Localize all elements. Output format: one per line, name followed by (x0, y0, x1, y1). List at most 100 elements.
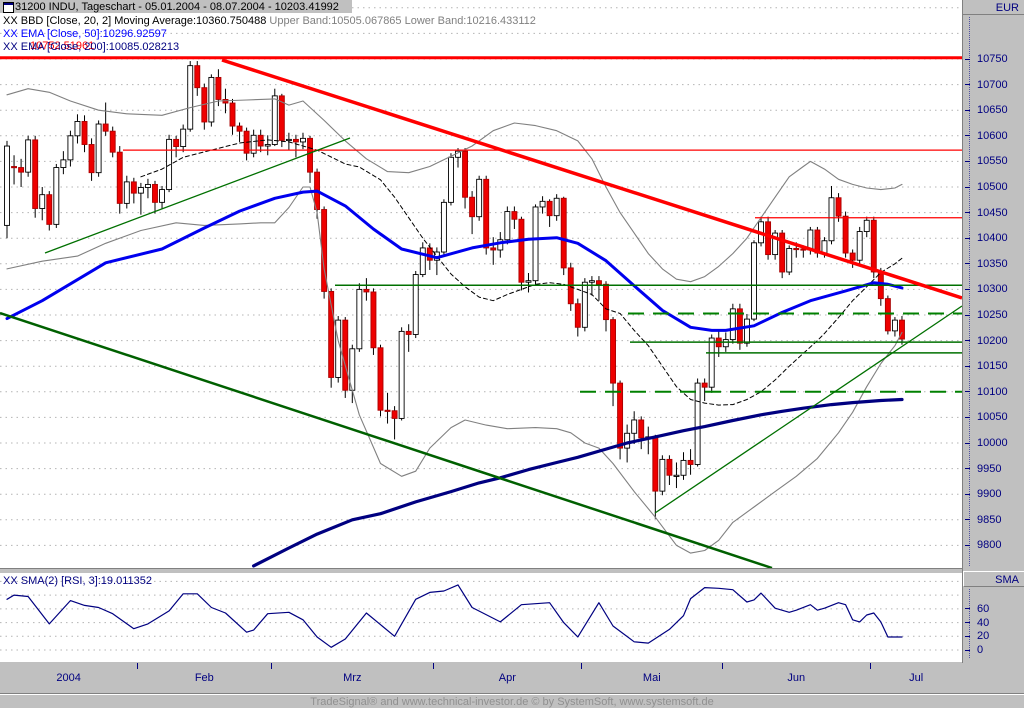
candle-up[interactable] (476, 178, 483, 218)
trendline-green-downtrend[interactable] (0, 311, 773, 568)
candle-down[interactable] (370, 291, 377, 349)
candle-up[interactable] (412, 274, 419, 335)
candle-down[interactable] (899, 319, 905, 340)
candle-up[interactable] (285, 138, 292, 142)
candle-down[interactable] (11, 166, 17, 169)
candle-up[interactable] (208, 76, 215, 123)
candle-up[interactable] (250, 134, 257, 154)
candle-up[interactable] (264, 144, 271, 147)
candle-down[interactable] (109, 130, 116, 153)
candle-up[interactable] (144, 183, 151, 188)
ema200-indicator-label[interactable]: XX EMA [Close, 200]:10085.028213 (3, 41, 180, 53)
candle-down[interactable] (779, 232, 786, 273)
candle-up[interactable] (166, 138, 173, 191)
bbd-indicator-label[interactable]: XX BBD [Close, 20, 2] Moving Average:103… (3, 15, 536, 27)
candle-up[interactable] (4, 145, 10, 226)
candle-down[interactable] (842, 215, 849, 254)
candle-up[interactable] (673, 474, 680, 477)
candle-up[interactable] (722, 339, 729, 348)
candle-up[interactable] (588, 280, 595, 283)
panel-separator[interactable] (0, 568, 962, 573)
candle-down[interactable] (46, 194, 53, 225)
candle-up[interactable] (539, 200, 546, 208)
candle-down[interactable] (405, 330, 412, 335)
candle-down[interactable] (342, 319, 349, 391)
candle-down[interactable] (835, 197, 842, 217)
candle-down[interactable] (328, 290, 335, 378)
candle-up[interactable] (123, 181, 130, 204)
candle-up[interactable] (532, 206, 539, 282)
candle-up[interactable] (180, 128, 187, 148)
candle-up[interactable] (300, 137, 306, 143)
candle-down[interactable] (701, 382, 708, 388)
ema200-line[interactable] (252, 397, 904, 568)
candle-up[interactable] (271, 95, 278, 145)
candle-up[interactable] (828, 197, 835, 242)
candle-down[interactable] (236, 125, 243, 132)
candle-down[interactable] (462, 150, 469, 198)
candle-down[interactable] (610, 319, 616, 384)
candle-up[interactable] (856, 231, 863, 261)
candle-down[interactable] (687, 459, 694, 465)
candle-down[interactable] (194, 65, 201, 89)
candle-up[interactable] (53, 167, 60, 225)
chart-window-icon[interactable] (3, 2, 14, 13)
candle-up[interactable] (680, 459, 687, 476)
candle-down[interactable] (638, 419, 645, 439)
candle-down[interactable] (116, 151, 123, 204)
candle-down[interactable] (229, 102, 236, 127)
candle-up[interactable] (553, 197, 560, 217)
candle-down[interactable] (603, 283, 609, 321)
candle-up[interactable] (863, 219, 870, 232)
candle-up[interactable] (39, 194, 46, 209)
candle-down[interactable] (469, 196, 476, 218)
rsi-chart[interactable] (0, 573, 962, 662)
candle-down[interactable] (130, 181, 137, 194)
candle-up[interactable] (67, 135, 74, 161)
candle-down[interactable] (88, 144, 95, 174)
candle-up[interactable] (60, 159, 67, 168)
candle-down[interactable] (849, 252, 856, 261)
candle-down[interactable] (490, 247, 497, 251)
candle-down[interactable] (152, 183, 158, 203)
candle-down[interactable] (560, 197, 567, 269)
candle-down[interactable] (793, 247, 800, 251)
candle-down[interactable] (574, 303, 581, 328)
ema50-indicator-label[interactable]: XX EMA [Close, 50]:10296.92597 (3, 28, 167, 40)
candle-down[interactable] (278, 95, 285, 141)
candle-up[interactable] (891, 319, 898, 332)
candle-down[interactable] (102, 123, 109, 132)
candle-up[interactable] (631, 419, 638, 434)
candle-down[interactable] (736, 308, 743, 344)
candle-down[interactable] (384, 409, 391, 412)
time-axis-bar[interactable]: 2004 Feb Mrz Apr Mai Jun Jul (0, 663, 1024, 694)
candle-up[interactable] (694, 382, 701, 465)
candle-down[interactable] (391, 410, 398, 419)
candle-down[interactable] (511, 211, 518, 220)
candle-down[interactable] (363, 288, 370, 293)
candle-down[interactable] (215, 76, 222, 100)
candle-down[interactable] (173, 138, 180, 148)
candle-down[interactable] (32, 139, 39, 209)
candle-up[interactable] (137, 187, 144, 194)
candle-down[interactable] (18, 167, 25, 173)
trendline-may-jul-support[interactable] (654, 305, 962, 514)
candle-down[interactable] (595, 280, 602, 285)
candle-up[interactable] (624, 432, 631, 449)
candle-up[interactable] (187, 65, 194, 130)
candle-down[interactable] (884, 298, 891, 332)
ema50-line[interactable] (5, 189, 904, 332)
candle-up[interactable] (159, 189, 165, 203)
candle-up[interactable] (419, 247, 426, 276)
candle-up[interactable] (821, 240, 828, 254)
candle-up[interactable] (525, 280, 532, 283)
candle-down[interactable] (292, 138, 299, 143)
candle-up[interactable] (448, 156, 454, 203)
candle-down[interactable] (81, 121, 88, 145)
candle-up[interactable] (25, 139, 32, 173)
candle-up[interactable] (581, 281, 588, 328)
candle-down[interactable] (377, 347, 384, 411)
candle-down[interactable] (870, 219, 877, 273)
rsi-indicator-label[interactable]: XX SMA(2) [RSI, 3]:19.011352 (3, 575, 152, 587)
candle-up[interactable] (440, 201, 447, 253)
